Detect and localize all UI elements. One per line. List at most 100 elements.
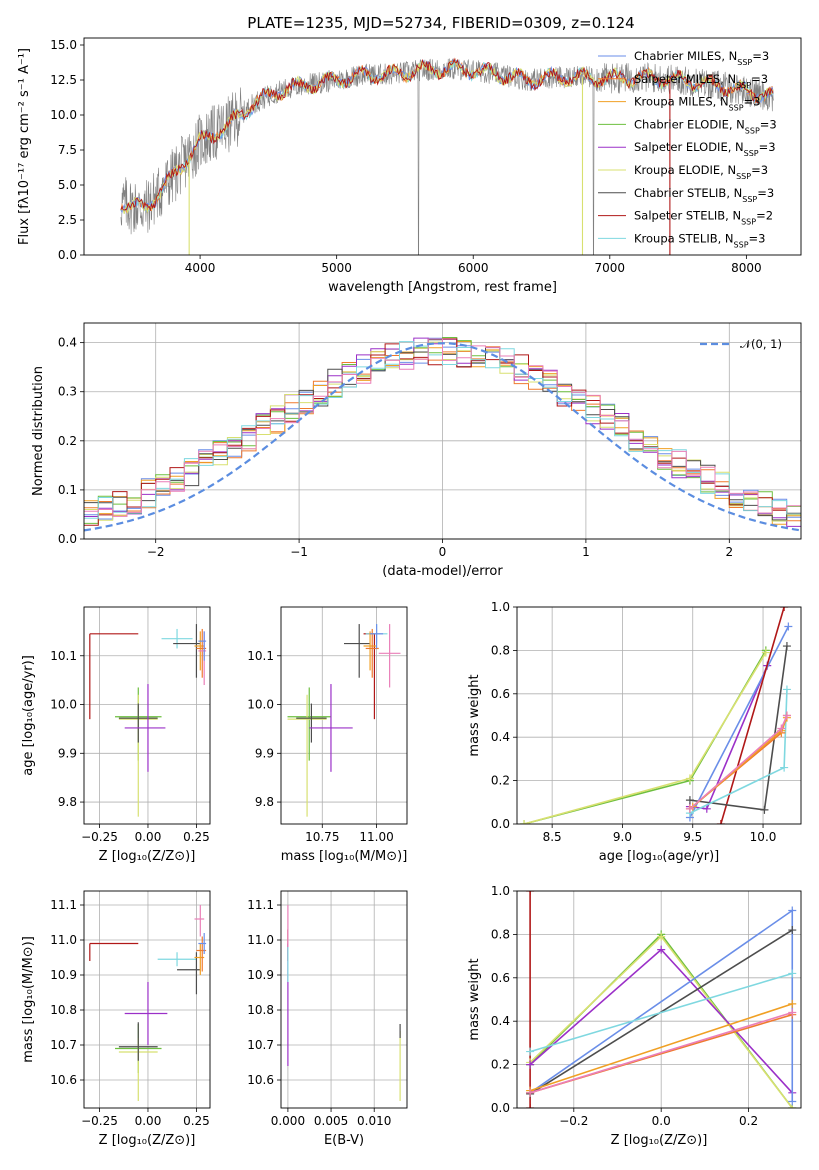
y-tick-label: 10.8 [247,1003,274,1017]
x-tick-label: 0.005 [314,1114,348,1128]
y-axis-label: age [log₁₀(age/yr)] [21,655,36,776]
y-tick-label: 10.0 [50,108,77,122]
axes-frame [83,606,211,825]
x-tick-label: −0.25 [81,830,118,844]
x-tick-label: 11.00 [359,830,393,844]
y-tick-label: 10.7 [247,1038,274,1052]
x-axis-label: age [log₁₀(age/yr)] [599,849,720,864]
y-tick-label: 0.4 [58,336,77,350]
series-line [529,1011,793,1094]
y-tick-label: 9.8 [255,795,274,809]
data-point-marker [520,820,529,824]
panel-spectrum: 4000 5000 6000 7000 8000 0.0 2.5 5.0 7.5 10.0 12.5… [17,37,802,295]
data-point-marker [782,711,791,720]
axes-frame [516,890,802,1109]
x-tick-label: 0 [439,545,447,559]
y-tick-label: 0.2 [491,1058,510,1072]
data-point-marker [526,1047,535,1056]
y-tick-label: 5.0 [58,178,77,192]
x-tick-label: 7000 [595,261,626,275]
plot-area [526,891,797,1108]
legend: 𝒩(0, 1) [700,337,782,351]
legend-entry: Chabrier MILES, NSSP=3 [634,49,769,67]
y-tick-label: 10.9 [247,968,274,982]
y-tick-label: 11.1 [50,898,77,912]
data-point-marker [784,622,793,631]
y-tick-label: 0.2 [491,774,510,788]
y-tick-label: 0.4 [491,730,510,744]
data-point-marker [716,820,725,824]
data-point-marker [760,805,769,814]
x-tick-label: 9.5 [683,830,702,844]
y-tick-label: 2.5 [58,213,77,227]
y-axis-label: Normed distribution [31,366,46,496]
legend-entry: Kroupa ELODIE, NSSP=3 [634,163,768,181]
data-point-marker [526,1060,535,1069]
plot-area [89,905,207,1101]
model-spectrum [120,57,774,211]
plot-area [84,337,801,532]
normal-curve [84,342,801,532]
y-tick-label: 1.0 [491,884,510,898]
y-tick-label: 15.0 [50,38,77,52]
axes-frame [280,890,408,1109]
x-axis-label: E(B-V) [324,1133,364,1148]
y-tick-label: 0.6 [491,687,510,701]
x-tick-label: 0.0 [652,1114,671,1128]
axes-frame [83,322,802,540]
y-axis-label: Flux [fλ10⁻¹⁷ erg cm⁻² s⁻¹ A⁻¹] [17,48,32,245]
legend-entry: Chabrier STELIB, NSSP=3 [634,186,774,204]
y-tick-label: 7.5 [58,143,77,157]
y-tick-label: 0.0 [491,1101,510,1115]
x-tick-label: 2 [725,545,733,559]
x-tick-label: −0.25 [81,1114,118,1128]
series-line [689,626,790,818]
x-tick-label: 8.5 [543,830,562,844]
y-tick-label: 0.8 [491,927,510,941]
data-point-marker [685,804,694,813]
x-axis-label: (data-model)/error [382,564,503,579]
legend: Chabrier MILES, NSSP=3 Salpeter MILES, NS… [598,49,777,249]
series-line [689,645,788,811]
panel-massweight-vs-Z: −0.2 0.0 0.2 0.0 0.2 0.4 0.6 0.8 1.0 Z [log₁₀(Z/Z… [467,884,802,1148]
axes-frame [516,606,802,825]
legend-entry: 𝒩(0, 1) [740,337,782,351]
x-tick-label: −2 [147,545,165,559]
plot-area [89,624,207,817]
plot-area [287,624,401,817]
histogram-step [84,338,801,517]
x-tick-label: 9.0 [613,830,632,844]
panel-age-vs-mass: 10.75 11.00 9.8 9.9 10.0 10.1 mass [log₁₀(M/M⊙… [247,606,408,864]
x-tick-label: 10.0 [750,830,777,844]
x-tick-label: 8000 [731,261,762,275]
axes-frame [83,890,211,1109]
data-point-marker [526,1088,535,1097]
y-tick-label: 10.7 [50,1038,77,1052]
data-point-marker [780,763,789,772]
legend-entry: Salpeter STELIB, NSSP=2 [634,209,773,227]
y-axis-label: mass [log₁₀(M/M⊙)] [21,936,36,1063]
y-tick-label: 10.8 [50,1003,77,1017]
y-tick-label: 0.8 [491,643,510,657]
plot-area [120,57,774,255]
x-tick-label: 0.2 [739,1114,758,1128]
y-tick-label: 9.9 [58,746,77,760]
x-axis-label: wavelength [Angstrom, rest frame] [328,280,557,295]
y-tick-label: 12.5 [50,73,77,87]
x-axis-label: Z [log₁₀(Z/Z⊙)] [611,1133,708,1148]
data-point-marker [782,642,791,651]
panel-massweight-vs-age: 8.5 9.0 9.5 10.0 0.0 0.2 0.4 0.6 0.8 1.0 age [log₁… [467,600,802,864]
data-point-marker [685,796,694,805]
data-point-marker [788,926,797,935]
series-line [720,607,785,824]
x-tick-label: −1 [290,545,308,559]
x-tick-label: 0.00 [135,1114,162,1128]
data-point-marker [526,891,535,895]
x-tick-label: 0.00 [135,830,162,844]
legend-entry: Salpeter MILES, NSSP=3 [634,72,768,90]
legend-entry: Salpeter ELODIE, NSSP=3 [634,140,776,158]
data-point-marker [788,999,797,1008]
plot-area [520,607,793,824]
y-tick-label: 10.6 [247,1073,274,1087]
